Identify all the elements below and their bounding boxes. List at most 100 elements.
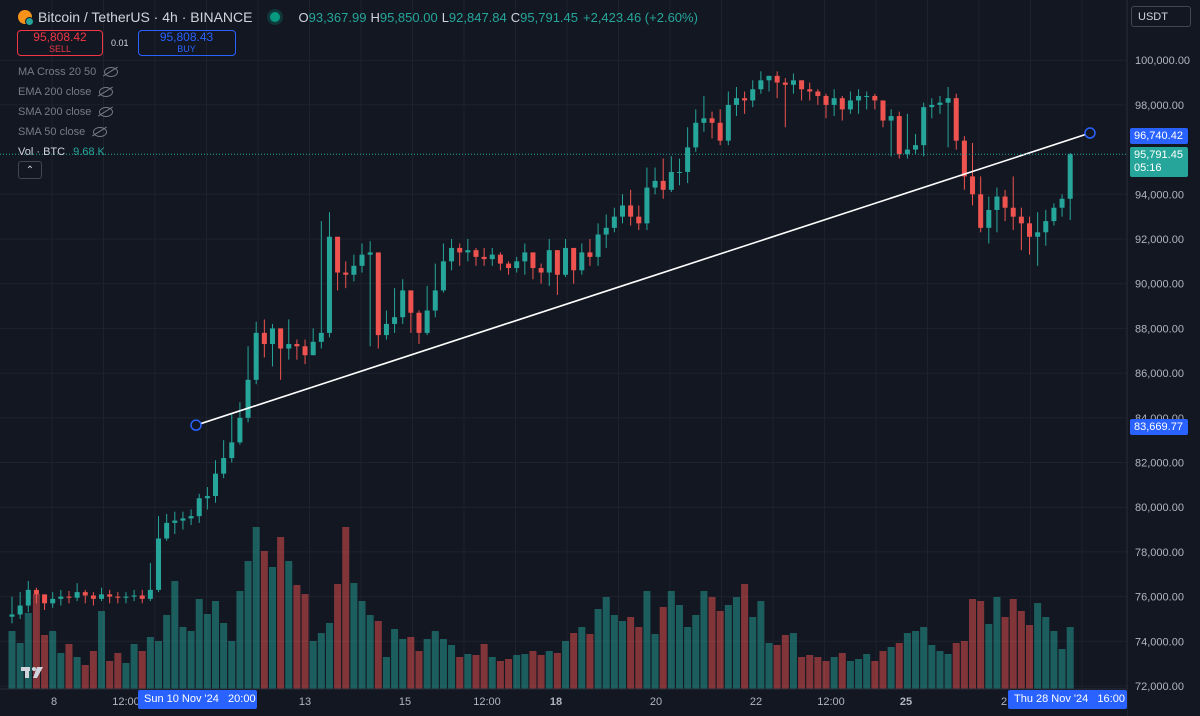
- volume-bar: [969, 599, 977, 689]
- time-tick-label: 8: [51, 696, 57, 708]
- candle: [33, 587, 39, 604]
- candle: [1010, 176, 1016, 231]
- candle-body: [465, 250, 471, 253]
- candle-body: [481, 256, 487, 260]
- volume-bar: [846, 661, 854, 689]
- indicator-ema-200[interactable]: EMA 200 close: [18, 82, 118, 102]
- volume-bar: [773, 645, 781, 689]
- eye-hidden-icon[interactable]: [93, 127, 108, 137]
- candle: [953, 93, 959, 150]
- tradingview-logo[interactable]: [21, 664, 43, 680]
- candle: [74, 583, 80, 602]
- candle-body: [685, 147, 691, 172]
- candle: [994, 187, 1000, 233]
- candle: [326, 212, 332, 338]
- time-tick-label: 13: [299, 696, 311, 708]
- volume-bar: [749, 617, 757, 689]
- symbol-title[interactable]: Bitcoin / TetherUS · 4h · BINANCE: [38, 9, 253, 25]
- candle-body: [945, 98, 951, 103]
- trendline-start-price-tag: 83,669.77: [1130, 419, 1188, 435]
- volume-bar: [293, 585, 301, 689]
- eye-hidden-icon[interactable]: [104, 67, 119, 77]
- candle: [196, 493, 202, 523]
- indicator-volume[interactable]: Vol · BTC 9.68 K: [18, 142, 118, 162]
- volume-bar: [635, 627, 643, 689]
- volume-bar: [122, 663, 130, 689]
- candle: [1018, 207, 1024, 251]
- volume-bar: [334, 584, 342, 689]
- candle-body: [1067, 154, 1073, 199]
- volume-bar: [1066, 627, 1074, 689]
- volume-bar: [49, 631, 57, 689]
- open-value: 93,367.99: [308, 9, 367, 25]
- volume-bar: [415, 651, 423, 689]
- candle-body: [1018, 216, 1024, 224]
- eye-hidden-icon[interactable]: [99, 87, 114, 97]
- volume-bar: [358, 601, 366, 689]
- candle: [913, 133, 919, 155]
- candle-body: [693, 122, 699, 148]
- close-value: 95,791.45: [520, 9, 578, 25]
- trade-panel: 95,808.42 SELL 0.01 95,808.43 BUY: [17, 30, 236, 56]
- currency-selector[interactable]: USDT: [1131, 6, 1191, 27]
- candle: [82, 589, 88, 604]
- candle: [774, 71, 780, 99]
- time-tick-label: 20: [650, 696, 662, 708]
- indicator-ma-cross[interactable]: MA Cross 20 50: [18, 62, 119, 82]
- candle-body: [676, 171, 682, 173]
- countdown-timer: 05:16: [1134, 162, 1162, 174]
- sell-button[interactable]: 95,808.42 SELL: [17, 30, 103, 56]
- volume-bar: [529, 651, 537, 689]
- eye-hidden-icon[interactable]: [99, 107, 114, 117]
- candle-body: [823, 95, 829, 105]
- buy-button[interactable]: 95,808.43 BUY: [137, 30, 236, 56]
- volume-bar: [407, 637, 415, 689]
- volume-bar: [496, 661, 504, 689]
- candle-body: [847, 100, 853, 110]
- candle: [538, 263, 544, 284]
- volume-value: 9.68 K: [73, 146, 105, 158]
- volume-bar: [317, 633, 325, 689]
- volume-bar: [659, 607, 667, 689]
- candle: [497, 252, 503, 271]
- candle-body: [603, 227, 609, 235]
- volume-bar: [602, 597, 610, 689]
- candle: [481, 247, 487, 266]
- candle: [25, 580, 31, 613]
- last-price-value: 95,791.45: [1134, 149, 1183, 161]
- price-tick-label: 76,000.00: [1135, 592, 1184, 604]
- candle: [400, 279, 406, 324]
- volume-bar: [277, 537, 285, 689]
- candle: [733, 87, 739, 117]
- indicator-label: SMA 50 close: [18, 126, 86, 138]
- volume-bar: [667, 591, 675, 689]
- candle-body: [367, 252, 373, 255]
- candle: [709, 111, 715, 139]
- candle: [782, 78, 788, 128]
- trendline-end-price-tag: 96,740.42: [1130, 128, 1188, 144]
- candle: [58, 589, 64, 606]
- time-tick-label: 15: [399, 696, 411, 708]
- candle-body: [123, 596, 129, 598]
- collapse-legend-button[interactable]: ⌃: [18, 161, 42, 179]
- price-tick-label: 92,000.00: [1135, 234, 1184, 246]
- candle: [9, 596, 15, 624]
- candle-body: [880, 100, 886, 121]
- candle: [229, 413, 235, 463]
- volume-bar: [1001, 617, 1009, 689]
- volume-bar: [448, 645, 456, 689]
- candle: [831, 89, 837, 117]
- candle: [701, 95, 707, 132]
- candle-body: [595, 234, 601, 257]
- indicator-sma-200[interactable]: SMA 200 close: [18, 102, 118, 122]
- indicator-sma-50[interactable]: SMA 50 close: [18, 122, 118, 142]
- candle-body: [131, 595, 137, 597]
- candle: [156, 516, 162, 593]
- candle-body: [953, 98, 959, 141]
- volume-bar: [32, 594, 40, 689]
- volume-bar: [1034, 603, 1042, 689]
- trendline-start-handle: [190, 419, 202, 431]
- volume-bar: [594, 609, 602, 689]
- close-label: C: [510, 9, 521, 25]
